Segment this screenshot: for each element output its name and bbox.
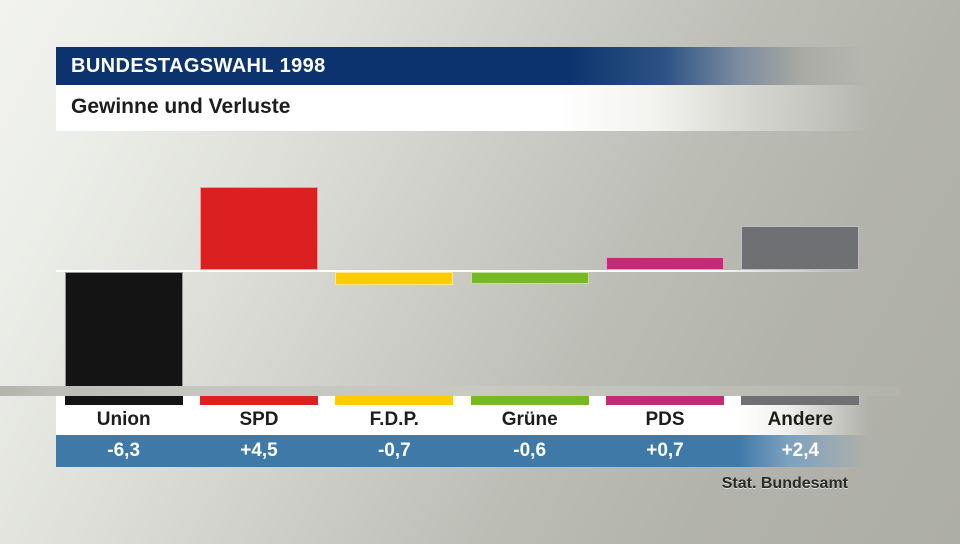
party-label-union: Union bbox=[96, 409, 151, 430]
legend-swatch-gruene bbox=[470, 396, 589, 405]
legend-swatch-spd bbox=[200, 396, 318, 405]
bar-spd bbox=[200, 186, 318, 270]
zero-baseline bbox=[56, 270, 868, 272]
party-label-gruene: Grüne bbox=[501, 409, 558, 430]
bar-gruene bbox=[470, 272, 589, 284]
source-attribution: Stat. Bundesamt bbox=[721, 475, 848, 492]
header: BUNDESTAGSWAHL 1998 Gewinne und Verluste bbox=[56, 47, 868, 131]
party-label-spd: SPD bbox=[239, 409, 279, 430]
party-value-spd: +4,5 bbox=[240, 440, 278, 461]
bar-pds bbox=[606, 257, 724, 270]
party-value-pds: +0,7 bbox=[646, 440, 684, 461]
bar-union bbox=[64, 272, 183, 389]
chart-plot-area bbox=[56, 150, 868, 390]
value-band: -6,3 +4,5 -0,7 -0,6 +0,7 +2,4 bbox=[56, 435, 868, 467]
party-label-fdp: F.D.P. bbox=[369, 409, 419, 430]
legend-swatch-union bbox=[64, 396, 183, 405]
party-value-fdp: -0,7 bbox=[377, 440, 411, 461]
party-label-andere: Andere bbox=[767, 409, 834, 430]
page-subtitle: Gewinne und Verluste bbox=[71, 95, 291, 118]
legend-swatch-andere bbox=[741, 396, 860, 405]
bar-fdp bbox=[335, 272, 454, 285]
legend-swatch-pds bbox=[606, 396, 724, 405]
page-title: BUNDESTAGSWAHL 1998 bbox=[71, 55, 326, 77]
party-value-gruene: -0,6 bbox=[513, 440, 547, 461]
party-label-pds: PDS bbox=[645, 409, 685, 430]
section-divider bbox=[0, 386, 900, 396]
legend-label-band: Union SPD F.D.P. Grüne PDS Andere bbox=[56, 396, 868, 435]
title-bar: BUNDESTAGSWAHL 1998 bbox=[56, 47, 868, 85]
legend-swatch-fdp bbox=[335, 396, 454, 405]
bar-andere bbox=[741, 225, 860, 270]
party-value-union: -6,3 bbox=[107, 440, 141, 461]
subtitle-bar: Gewinne und Verluste bbox=[56, 85, 868, 131]
party-value-andere: +2,4 bbox=[781, 440, 820, 461]
